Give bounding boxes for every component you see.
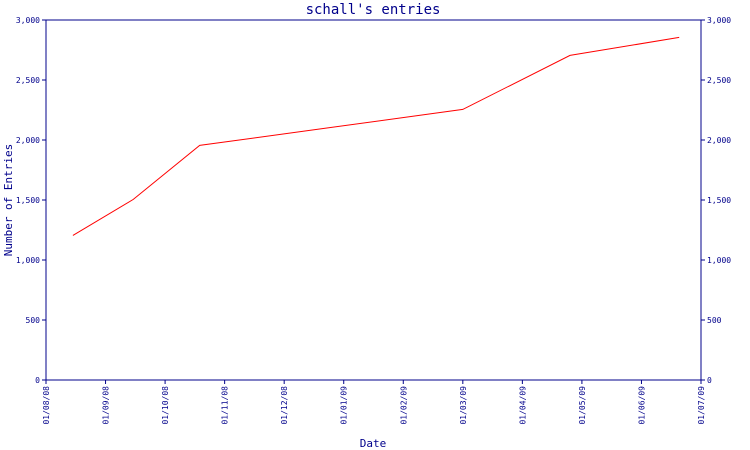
y-tick-label-left: 1,500: [16, 196, 40, 205]
x-tick-label: 01/02/09: [399, 386, 408, 425]
y-tick-label-right: 2,500: [707, 76, 731, 85]
y-tick-label-right: 0: [707, 376, 712, 385]
x-tick-label: 01/01/09: [340, 386, 349, 425]
ticks: 0 0 500 500 1,000 1,000 1,500 1,500 2,000 2,000 2,…: [16, 16, 731, 425]
y-axis-label: Number of Entries: [2, 144, 15, 257]
plot-frame: [45, 19, 702, 381]
x-tick-label: 01/04/09: [518, 386, 527, 425]
x-tick-label: 01/12/08: [280, 386, 289, 425]
y-tick-label-right: 2,000: [707, 136, 731, 145]
x-tick-label: 01/11/08: [221, 386, 230, 425]
y-tick-label-left: 0: [35, 376, 40, 385]
y-tick-label-left: 3,000: [16, 16, 40, 25]
y-tick-label-left: 500: [26, 316, 41, 325]
y-tick-label-left: 1,000: [16, 256, 40, 265]
axes: [45, 19, 702, 381]
x-tick-label: 01/10/08: [161, 386, 170, 425]
y-tick-label-right: 1,500: [707, 196, 731, 205]
chart-title: schall's entries: [306, 2, 441, 18]
x-tick-label: 01/09/08: [102, 386, 111, 425]
x-tick-label: 01/08/08: [42, 386, 51, 425]
x-axis-label: Date: [360, 437, 387, 450]
x-tick-label: 01/05/09: [578, 386, 587, 425]
x-tick-label: 01/03/09: [459, 386, 468, 425]
series-line: [72, 36, 680, 236]
y-tick-label-left: 2,000: [16, 136, 40, 145]
y-tick-label-right: 500: [707, 316, 722, 325]
series: [72, 36, 680, 236]
x-tick-label: 01/06/09: [637, 386, 646, 425]
x-tick-label: 01/07/09: [697, 386, 706, 425]
y-tick-label-left: 2,500: [16, 76, 40, 85]
y-tick-label-right: 3,000: [707, 16, 731, 25]
y-tick-label-right: 1,000: [707, 256, 731, 265]
